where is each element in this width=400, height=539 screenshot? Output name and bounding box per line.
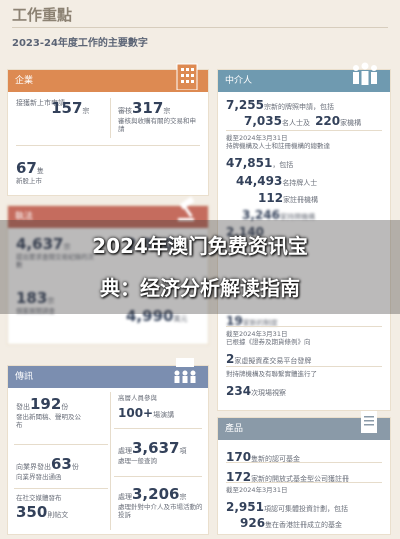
enforcement-c: 2,390: [126, 235, 174, 253]
communication-divider-3: [114, 476, 202, 477]
intermediary-bar: 中介人: [218, 62, 390, 92]
enterprise-card: 企業 接獲新上市申請 157宗 審核317宗 審核與收購有關的交易和申請 67隻…: [8, 63, 208, 195]
intermediary-l7: 112家註冊機構: [258, 191, 319, 205]
products-c: 截至2024年3月31日: [226, 486, 288, 494]
intermediary-l4: 持牌機構及人士和註冊機構的總數達: [226, 142, 330, 150]
enforcement-bar: 執法: [8, 196, 208, 228]
enforcement-card: 執法 4,637宗 提出要求查閱交易紀錄的次數 2,390 183宗 個案展開調…: [8, 196, 208, 344]
intermediary-l15: 234次現場視察: [226, 384, 287, 398]
page-title: 工作重點: [12, 6, 73, 24]
products-card: 產品 170隻新的認可基金 172家新的開放式基金型公司獲註冊 截至2024年3…: [218, 411, 390, 534]
communication-divider-2: [14, 444, 108, 445]
intermediary-l1: 7,255宗新的牌照申請，包括: [226, 98, 334, 112]
headline-line-2: 典：经济分析解读指南: [100, 276, 300, 300]
intermediary-l12: 已根據《證券及期貨條例》向: [226, 338, 311, 346]
intermediary-l14: 對持牌機構及有聯繫實體進行了: [226, 370, 317, 378]
intermediary-l10: 19家新的制度: [226, 314, 278, 328]
intermediary-l2: 7,035名人士及 220家機構: [244, 114, 362, 128]
gavel-icon: [178, 196, 195, 221]
enterprise-listing-apps: 接獲新上市申請 157宗: [16, 99, 90, 117]
enterprise-bar: 企業: [8, 63, 208, 92]
page-subtitle: 2023-24年度工作的主要數字: [12, 38, 148, 49]
communication-bar: 傳訊: [8, 358, 208, 388]
products-a: 170隻新的認可基金: [226, 450, 301, 464]
products-d: 2,951項認可集體投資計劃，包括: [226, 500, 348, 514]
communication-f: 處理3,206宗 處理針對中介人及市場活動的投訴: [118, 485, 203, 519]
intermediary-l3: 截至2024年3月31日: [226, 134, 288, 142]
enterprise-vdivider: [110, 98, 111, 138]
enforcement-d: 4,990萬元: [126, 307, 188, 325]
enterprise-title: 企業: [15, 76, 34, 86]
products-title: 產品: [225, 424, 244, 434]
enforcement-title: 執法: [15, 212, 34, 222]
enforcement-b: 183宗 個案展開調查: [16, 289, 55, 315]
communication-d: 向業界發出63份 向業界發出通函: [16, 455, 79, 481]
intermediary-divider-1: [226, 130, 382, 131]
intermediary-divider-3: [226, 366, 382, 367]
communication-e: 在社交媒體發布 350則帖文: [16, 494, 69, 521]
intermediary-l9: 2,140: [226, 225, 264, 239]
intermediary-title: 中介人: [225, 76, 253, 86]
enterprise-divider: [16, 145, 200, 146]
audience-icon: [174, 358, 196, 383]
document-icon: [361, 411, 377, 433]
communication-card: 傳訊 發出192份 發出新聞稿、聲明及公布 高層人員參與 100+場演講 處理3…: [8, 358, 208, 534]
enforcement-a: 4,637宗 提出要求查閱交易紀錄的次數: [16, 235, 94, 269]
communication-title: 傳訊: [15, 372, 34, 382]
intermediary-l13: 2家虛擬資產交易平台發牌: [226, 352, 312, 366]
enterprise-reviews: 審核317宗 審核與收購有關的交易和申請: [118, 99, 196, 133]
intermediary-l5: 47,851，包括: [226, 156, 294, 170]
people-icon: [353, 62, 377, 85]
intermediary-l11: 截至2024年3月31日: [226, 330, 288, 338]
header-divider: [12, 27, 388, 28]
communication-vdivider: [110, 392, 111, 530]
products-divider-1: [226, 462, 382, 463]
headline-line-1: 2024年澳门免费资讯宝: [92, 234, 308, 258]
building-icon: [176, 63, 198, 90]
communication-c: 處理3,637項 處理一般查詢: [118, 439, 187, 465]
products-b: 172家新的開放式基金型公司獲註冊: [226, 470, 350, 484]
products-e: 926隻在香港註冊成立的基金: [240, 516, 343, 530]
intermediary-card: 中介人 7,255宗新的牌照申請，包括 7,035名人士及 220家機構 截至2…: [218, 62, 390, 410]
headline-overlay: 2024年澳门免费资讯宝 典：经济分析解读指南: [0, 220, 400, 314]
enterprise-new-listings: 67隻 新股上市: [16, 159, 44, 185]
communication-divider-4: [14, 488, 108, 489]
communication-divider-1: [114, 428, 202, 429]
products-bar: 產品: [218, 411, 390, 440]
intermediary-l8: 3,246家持牌機構: [242, 208, 315, 222]
intermediary-divider-2: [226, 326, 382, 327]
communication-a: 發出192份 發出新聞稿、聲明及公布: [16, 395, 81, 429]
products-divider-2: [226, 482, 382, 483]
communication-b: 高層人員參與 100+場演講: [118, 394, 175, 420]
intermediary-l6: 44,493名持牌人士: [236, 174, 318, 188]
